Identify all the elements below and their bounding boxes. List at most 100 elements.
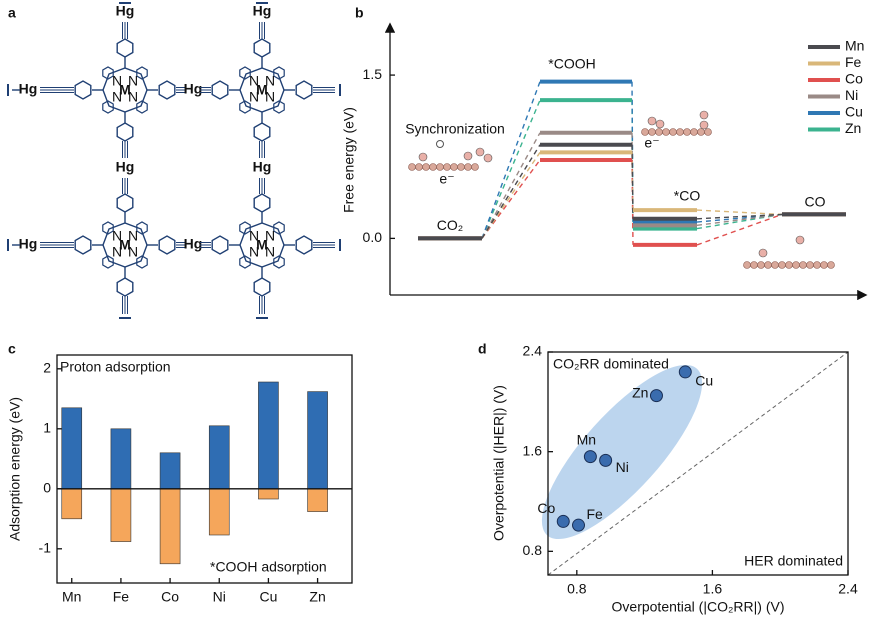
connector <box>481 151 541 239</box>
bar <box>159 452 181 490</box>
pyrrole <box>102 100 114 114</box>
bar <box>208 425 230 490</box>
nitrogen-label: N <box>128 89 138 105</box>
adsorbate <box>475 147 485 157</box>
point-label: Cu <box>695 373 713 389</box>
panel-label: a <box>8 5 16 21</box>
atom <box>422 163 430 171</box>
nitrogen-label: N <box>249 73 259 89</box>
y-tick-label: 1.6 <box>523 442 543 458</box>
atom <box>676 128 684 136</box>
y-axis-label: Adsorption energy (eV) <box>7 397 23 541</box>
pyrrole <box>136 100 148 114</box>
plot-frame <box>56 354 353 584</box>
atom <box>799 261 807 269</box>
parity-line <box>547 351 849 576</box>
atom <box>683 128 691 136</box>
x-tick-label: Zn <box>309 589 325 605</box>
nitrogen-label: N <box>112 244 122 260</box>
y-axis-label: Overpotential (|HER|) (V) <box>491 385 507 541</box>
phenyl <box>158 235 176 255</box>
linker-label: Hg <box>19 81 38 97</box>
x-tick-label: Co <box>161 589 179 605</box>
atom <box>764 261 772 269</box>
y-tick-label: 0.8 <box>523 542 543 558</box>
atom <box>690 128 698 136</box>
point <box>572 518 586 532</box>
metal-label: M <box>119 237 131 253</box>
nitrogen-label: N <box>265 73 275 89</box>
atom <box>827 261 835 269</box>
nitrogen-label: N <box>249 228 259 244</box>
phenyl <box>158 80 176 100</box>
legend-label: Fe <box>845 54 862 70</box>
phenyl <box>295 235 313 255</box>
point <box>649 389 663 403</box>
metal-label: M <box>119 82 131 98</box>
atom <box>743 261 751 269</box>
pyrrole <box>136 66 148 80</box>
annotation: HER dominated <box>744 553 843 569</box>
legend-label: Ni <box>845 87 858 103</box>
connector <box>696 213 783 227</box>
adsorbate <box>647 116 657 126</box>
nitrogen-label: N <box>249 89 259 105</box>
atom <box>704 128 712 136</box>
point-label: Ni <box>616 459 629 475</box>
adsorbate <box>436 140 444 148</box>
scatter-chart: d 0.8 1.6 2.4 0.8 1.6 2.4 Overpotential (|CO₂RR… <box>478 341 858 615</box>
linker-label: Hg <box>184 81 203 97</box>
phenyl <box>253 277 271 297</box>
pyrrole <box>136 221 148 235</box>
nitrogen-label: N <box>265 244 275 260</box>
pyrrole <box>136 255 148 269</box>
bar <box>61 407 83 490</box>
panel-label: b <box>355 5 364 21</box>
legend-label: Mn <box>845 38 864 54</box>
phenyl <box>116 193 134 213</box>
atom <box>757 261 765 269</box>
adsorbate <box>483 153 493 163</box>
pyrrole <box>239 221 251 235</box>
series-label: *COOH adsorption <box>210 559 327 575</box>
point-label: Zn <box>632 384 648 400</box>
state-label: *CO <box>674 188 701 204</box>
pyrrole <box>273 221 285 235</box>
bar-chart: c 2 1 0 -1 Adsorption energy (eV) Mn Fe Co Ni Cu Zn… <box>7 341 353 605</box>
energy-chart: b 0.0 1.5 Free energy (eV) CO₂ *COOH *CO CO MnFe… <box>341 5 868 301</box>
connector <box>481 81 541 239</box>
nitrogen-label: N <box>265 89 275 105</box>
y-tick-label: 0.0 <box>363 229 383 245</box>
atom <box>415 163 423 171</box>
x-tick-label: Mn <box>62 589 81 605</box>
metal-label: M <box>256 82 268 98</box>
atom <box>778 261 786 269</box>
atom <box>820 261 828 269</box>
x-tick-label: 0.8 <box>567 581 587 597</box>
linker-label: Hg <box>116 159 135 175</box>
connector <box>481 144 541 239</box>
nitrogen-label: N <box>265 228 275 244</box>
metal-label: M <box>256 237 268 253</box>
phenyl <box>116 38 134 58</box>
x-tick-label: Fe <box>113 589 130 605</box>
adsorbate <box>795 235 805 245</box>
legend-label: Co <box>845 71 863 87</box>
bar <box>61 488 83 520</box>
point <box>556 514 570 528</box>
y-tick-label: 2 <box>43 360 51 376</box>
y-tick-label: 2.4 <box>523 343 543 359</box>
legend-label: Cu <box>845 104 863 120</box>
bar <box>208 488 230 536</box>
x-tick-label: 1.6 <box>703 581 723 597</box>
point <box>678 365 692 379</box>
pyrrole <box>273 100 285 114</box>
atom <box>450 163 458 171</box>
pyrrole <box>239 255 251 269</box>
panel-label: d <box>478 341 487 357</box>
linker-label: Hg <box>116 3 135 19</box>
y-tick-label: 1 <box>43 420 51 436</box>
